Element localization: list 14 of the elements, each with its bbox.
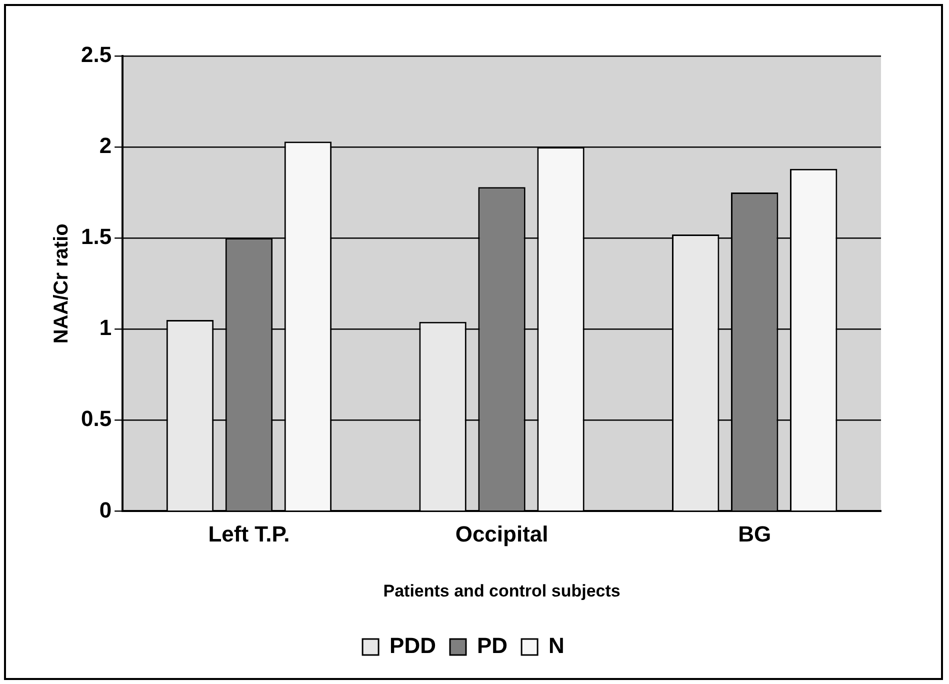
- legend-label: N: [548, 633, 564, 658]
- y-tick-label: 1.5: [80, 224, 112, 250]
- x-tick-label: Occipital: [455, 521, 548, 546]
- y-tick-label: 2.5: [80, 42, 112, 68]
- y-tick-label: 1: [99, 315, 112, 340]
- legend-label: PDD: [390, 633, 436, 658]
- y-tick-label: 2: [99, 133, 112, 158]
- x-axis-title: Patients and control subjects: [383, 581, 620, 600]
- y-tick-label: 0.5: [80, 406, 112, 432]
- x-tick-label: BG: [738, 521, 772, 546]
- x-tick-label: Left T.P.: [208, 521, 290, 546]
- y-tick-label: 0: [99, 497, 112, 522]
- legend-label: PD: [477, 633, 508, 658]
- y-axis-title: NAA/Cr ratio: [50, 224, 73, 344]
